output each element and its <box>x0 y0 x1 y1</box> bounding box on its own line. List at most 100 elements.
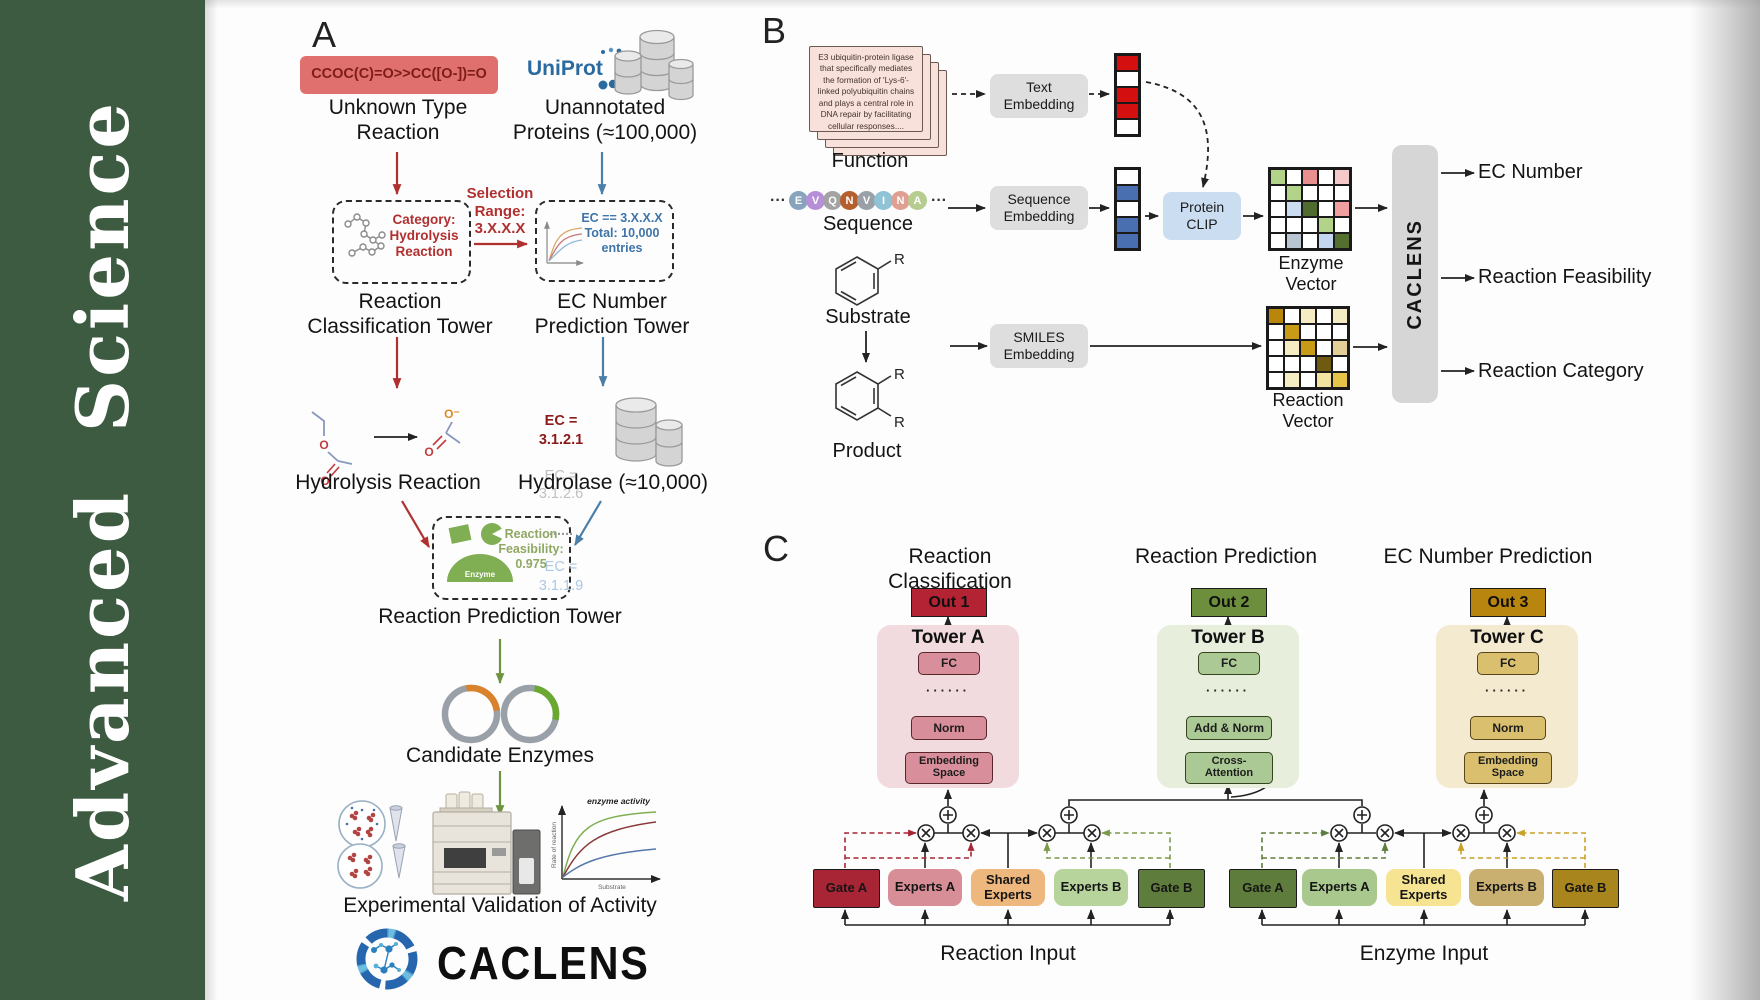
journal-title: Advanced Science <box>60 99 145 901</box>
vector-cell <box>1316 356 1332 372</box>
fc-box: FC <box>918 652 980 675</box>
vector-cell <box>1270 217 1286 233</box>
vector-cell <box>1116 87 1139 103</box>
cells-icon <box>337 800 406 889</box>
text-embedding-box: Text Embedding <box>990 74 1088 118</box>
database-icon <box>614 29 694 101</box>
residue-circle: V <box>805 191 825 210</box>
vector-cell <box>1334 233 1350 249</box>
plot-xlabel: Substrate <box>598 884 626 891</box>
output-reaction-feasibility: Reaction Feasibility <box>1478 266 1652 288</box>
hplc-instrument-icon <box>432 791 541 895</box>
vector-cell <box>1318 233 1334 249</box>
caclens-model-bar: CACLENS <box>1392 145 1438 403</box>
reaction-input-label: Reaction Input <box>940 942 1076 965</box>
substrate-label: Substrate <box>825 306 911 328</box>
function-cards: E3 ubiquitin-protein ligase that specifi… <box>809 46 949 156</box>
selection-range-label: Selection Range: 3.X.X.X <box>466 185 534 238</box>
vector-cell <box>1332 356 1348 372</box>
unannotated-proteins-label: Unannotated Proteins (≈100,000) <box>512 96 698 144</box>
vector-cell <box>1302 201 1318 217</box>
tower-b-title: Tower B <box>1191 627 1265 648</box>
vector-cell <box>1116 103 1139 119</box>
vector-cell <box>1116 233 1139 249</box>
page-edge-left <box>205 0 218 1000</box>
moe-junction-nodes <box>917 806 1516 842</box>
output-reaction-category: Reaction Category <box>1478 360 1644 382</box>
page-edge-right <box>1690 0 1760 1000</box>
vector-cell <box>1270 233 1286 249</box>
vector-cell <box>1116 217 1139 233</box>
protein-clip-box: Protein CLIP <box>1163 192 1241 240</box>
vector-cell <box>1268 340 1284 356</box>
residue-circle: E <box>788 191 808 210</box>
function-label: Function <box>831 150 909 172</box>
caclens-logo-icon <box>356 928 418 990</box>
header-reaction-classification: Reaction Classification <box>888 545 1012 593</box>
svg-text:O⁻: O⁻ <box>444 407 460 421</box>
tower-a-title: Tower A <box>911 627 985 648</box>
candidate-enzymes-label: Candidate Enzymes <box>406 744 594 767</box>
vector-cell <box>1332 308 1348 324</box>
activity-plot-icon: enzyme activity Rate of reaction Substra… <box>551 796 661 891</box>
vector-cell <box>1284 356 1300 372</box>
vector-cell <box>1300 324 1316 340</box>
sequence-label: Sequence <box>822 213 914 235</box>
product-label: Product <box>832 440 902 462</box>
substrate-molecule-icon: R <box>835 251 905 306</box>
vector-cell <box>1334 201 1350 217</box>
vector-cell <box>1334 185 1350 201</box>
enzyme-gate-b-box: Gate B <box>1552 869 1619 908</box>
norm-box: Norm <box>911 716 987 740</box>
vector-cell <box>1302 233 1318 249</box>
vector-cell <box>1286 185 1302 201</box>
vector-cell <box>1286 169 1302 185</box>
vector-cell <box>1268 372 1284 388</box>
caclens-model-label: CACLENS <box>1403 218 1426 330</box>
vector-cell <box>1284 340 1300 356</box>
r-group-label: R <box>894 414 905 431</box>
out1-box: Out 1 <box>911 588 987 617</box>
header-reaction-prediction: Reaction Prediction <box>1134 545 1318 568</box>
vector-cell <box>1334 217 1350 233</box>
svg-text:O: O <box>319 438 328 452</box>
residue-circle: N <box>839 191 859 210</box>
vector-cell <box>1300 308 1316 324</box>
plasmid-icons <box>441 684 560 744</box>
ec-result-2: EC = 3.1.2.6 <box>538 468 584 503</box>
out3-box: Out 3 <box>1470 588 1546 617</box>
vector-cell <box>1332 340 1348 356</box>
dots-ellipsis: ······ <box>1206 683 1250 698</box>
ec-tower-label: EC Number Prediction Tower <box>534 290 690 338</box>
vector-cell <box>1286 217 1302 233</box>
svg-text:O: O <box>424 445 433 459</box>
product-molecule-icon: R R <box>835 366 905 431</box>
norm-box: Norm <box>1470 716 1546 740</box>
classification-tower-label: Reaction Classification Tower <box>307 290 493 338</box>
output-ec-number: EC Number <box>1478 161 1583 183</box>
page-edge-top <box>205 0 1760 9</box>
tower-a-panel: Tower A FC ······ Norm Embedding Space <box>877 625 1019 788</box>
vector-cell <box>1300 356 1316 372</box>
caclens-brand: CACLENS <box>437 937 650 989</box>
category-dashed-box <box>332 200 471 284</box>
reaction-gate-a-box: Gate A <box>813 869 880 908</box>
r-group-label: R <box>894 251 905 268</box>
enzyme-experts-b-box: Experts B <box>1469 869 1544 906</box>
vector-cell <box>1270 185 1286 201</box>
vector-cell <box>1302 169 1318 185</box>
vector-cell <box>1268 324 1284 340</box>
journal-sidebar: Advanced Science <box>0 0 205 1000</box>
uniprot-logo: UniProt <box>527 47 635 90</box>
vector-cell <box>1316 372 1332 388</box>
sequence-embedding-box: Sequence Embedding <box>990 186 1088 230</box>
enzyme-experts-a-box: Experts A <box>1302 869 1377 906</box>
enzyme-shared-experts-box: Shared Experts <box>1386 869 1461 906</box>
enzyme-gate-a-box: Gate A <box>1229 869 1297 908</box>
vector-cell <box>1116 119 1139 135</box>
reaction-experts-b-box: Experts B <box>1054 869 1128 906</box>
vector-cell <box>1302 217 1318 233</box>
ec-select-dashed-box <box>535 200 674 282</box>
enzyme-input-label: Enzyme Input <box>1359 942 1489 965</box>
